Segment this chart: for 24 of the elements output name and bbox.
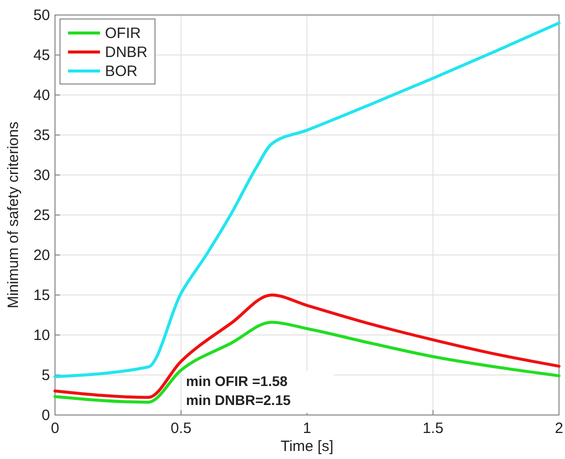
note-box: min OFIR =1.58 min DNBR=2.15	[184, 371, 334, 413]
x-axis-title: Time [s]	[280, 438, 334, 455]
y-tick-label: 35	[33, 127, 50, 144]
x-tick-label: 2	[554, 420, 564, 437]
legend-label: DNBR	[105, 44, 148, 61]
annotation: min DNBR=2.15	[186, 392, 291, 408]
legend-label: BOR	[105, 63, 138, 80]
y-tick-label: 25	[33, 207, 50, 224]
y-tick-label: 20	[33, 247, 50, 264]
y-tick-label: 50	[33, 7, 50, 24]
y-tick-label: 10	[33, 327, 50, 344]
y-tick-label: 30	[33, 167, 50, 184]
x-tick-label: 1	[302, 420, 312, 437]
annotation: min OFIR =1.58	[186, 373, 288, 389]
y-tick-label: 45	[33, 47, 50, 64]
y-tick-label: 0	[42, 407, 50, 424]
legend-label: OFIR	[105, 25, 141, 42]
x-tick-label: 1.5	[422, 420, 444, 437]
y-tick-label: 15	[33, 287, 50, 304]
y-tick-label: 40	[33, 87, 50, 104]
y-axis-title: Minimum of safety criterions	[5, 122, 22, 308]
y-tick-label: 5	[42, 367, 50, 384]
x-tick-label: 0.5	[170, 420, 192, 437]
line-series	[54, 320, 560, 404]
